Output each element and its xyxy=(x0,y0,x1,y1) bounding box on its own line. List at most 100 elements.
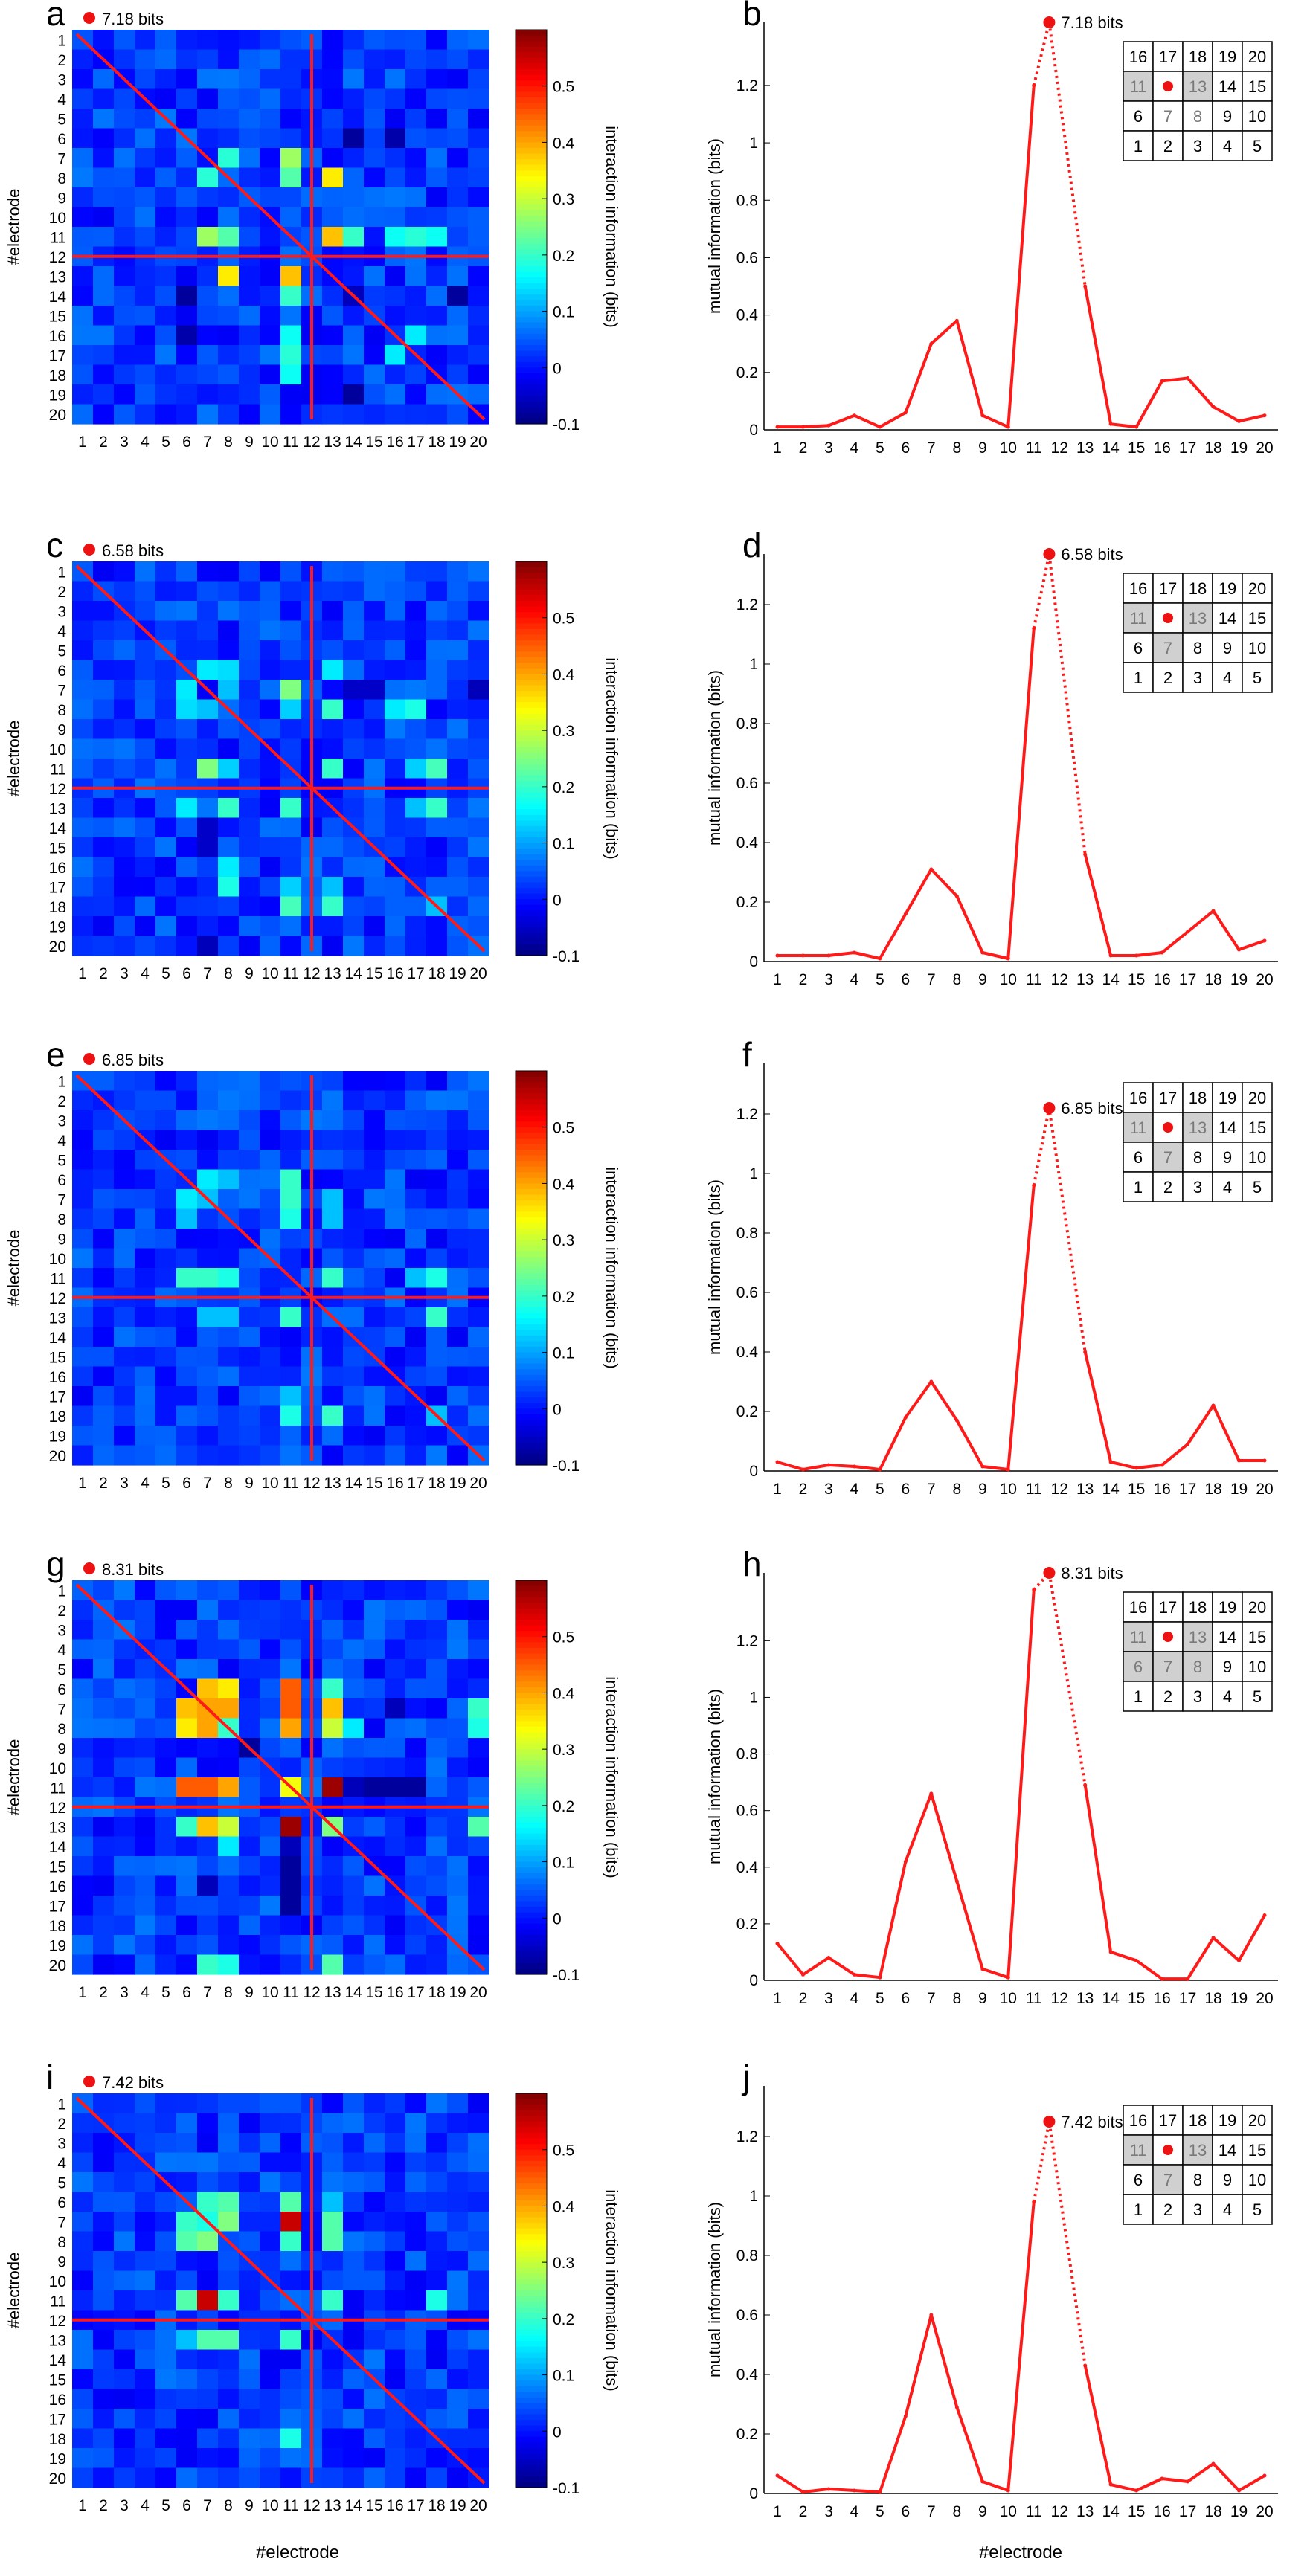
heatmap-cell xyxy=(176,325,198,346)
heatmap-cell xyxy=(135,404,156,425)
colorbar-segment xyxy=(516,1839,547,1846)
heatmap-cell xyxy=(176,2409,198,2430)
heatmap-cell xyxy=(447,1678,469,1699)
grid-cell-label: 2 xyxy=(1163,669,1172,687)
heatmap-cell xyxy=(176,1268,198,1289)
heatmap-cell xyxy=(364,1659,385,1680)
heatmap-cell xyxy=(468,601,489,622)
heatmap-cell xyxy=(93,128,115,149)
heatmap-cell xyxy=(218,69,240,90)
mi-series-line xyxy=(1083,854,1265,957)
heatmap-cell xyxy=(239,1445,260,1466)
colorbar-segment xyxy=(516,2470,547,2477)
diagonal-line xyxy=(75,33,486,421)
heatmap-cell xyxy=(155,325,177,346)
colorbar-segment xyxy=(516,86,547,92)
heatmap-cell xyxy=(364,1071,385,1092)
grid-cell-label: 8 xyxy=(1193,2171,1202,2189)
colorbar-segment xyxy=(516,1710,547,1716)
mi-data-point xyxy=(826,423,831,428)
heatmap-cell xyxy=(176,286,198,306)
x-tick-label: 16 xyxy=(1153,971,1170,988)
colorbar-segment xyxy=(516,306,547,312)
colorbar-segment xyxy=(516,1580,547,1587)
grid-cell-label: 5 xyxy=(1253,669,1262,687)
colorbar-segment xyxy=(516,379,547,385)
grid-cell-label: 18 xyxy=(1189,48,1207,66)
heatmap-ylabel: #electrode xyxy=(4,189,23,265)
heatmap-cell xyxy=(218,581,240,602)
heatmap-cell xyxy=(322,936,344,956)
colorbar-segment xyxy=(516,418,547,425)
heatmap-cell xyxy=(135,266,156,287)
heatmap-cell xyxy=(447,738,469,759)
heatmap-cell xyxy=(93,1169,115,1190)
heatmap-cell xyxy=(405,1639,427,1660)
heatmap-cell xyxy=(218,1580,240,1601)
heatmap-cell xyxy=(343,581,365,602)
heatmap-cell xyxy=(260,640,281,661)
heatmap-cell xyxy=(280,561,302,582)
heatmap-cell xyxy=(447,1347,469,1368)
heatmap-cell xyxy=(260,1935,281,1956)
y-tick-label: 14 xyxy=(49,1839,67,1856)
heatmap-cell xyxy=(280,207,302,228)
heatmap-cell xyxy=(114,2467,135,2488)
heatmap-cell xyxy=(447,2330,469,2351)
grid-cell-label: 4 xyxy=(1223,1178,1232,1197)
heatmap-cell xyxy=(405,1915,427,1936)
grid-cell-label: 17 xyxy=(1159,1089,1177,1107)
heatmap-cell xyxy=(260,916,281,937)
colorbar-segment xyxy=(516,674,547,680)
heatmap-cell xyxy=(114,128,135,149)
heatmap-cell xyxy=(385,286,406,306)
heatmap-cell xyxy=(218,1445,240,1466)
heatmap-cell xyxy=(114,1580,135,1601)
heatmap-cell xyxy=(197,109,219,129)
heatmap-cell xyxy=(239,738,260,759)
y-tick-label: 1 xyxy=(57,2096,66,2113)
heatmap-cell xyxy=(280,1659,302,1680)
heatmap-cell xyxy=(280,2349,302,2370)
heatmap-cell xyxy=(260,699,281,720)
mi-data-point xyxy=(800,425,805,429)
colorbar-segment xyxy=(516,164,547,171)
heatmap-ylabel: #electrode xyxy=(4,1739,23,1816)
heatmap-cell xyxy=(447,1405,469,1426)
heatmap-cell xyxy=(385,738,406,759)
total-bits-label: 7.18 bits xyxy=(102,10,164,28)
heatmap-cell xyxy=(197,581,219,602)
heatmap-cell xyxy=(197,620,219,641)
heatmap-cell xyxy=(405,1738,427,1759)
mi-data-point xyxy=(1186,2479,1190,2484)
colorbar-label: interaction information (bits) xyxy=(603,657,621,859)
colorbar-segment xyxy=(516,103,547,109)
heatmap-cell xyxy=(426,1954,448,1975)
y-tick-label: 19 xyxy=(49,2450,66,2467)
grid-cell xyxy=(1123,632,1154,663)
heatmap-cell xyxy=(155,1639,177,1660)
heatmap-cell xyxy=(114,1817,135,1838)
heatmap-cell xyxy=(72,640,94,661)
heatmap-cell xyxy=(93,1248,115,1269)
x-tick-label: 18 xyxy=(428,434,445,451)
heatmap-cell xyxy=(385,601,406,622)
heatmap-cell xyxy=(135,1718,156,1739)
heatmap-cell xyxy=(176,1856,198,1877)
heatmap-cell xyxy=(155,148,177,169)
y-tick-label: 16 xyxy=(49,1878,66,1896)
colorbar-segment xyxy=(516,1946,547,1953)
heatmap-cell xyxy=(280,306,302,326)
heatmap-cell xyxy=(322,2212,344,2232)
heatmap-cell xyxy=(322,561,344,582)
colorbar-tick-label: 0 xyxy=(553,892,562,909)
mi-panel-j: j00.20.40.60.811.21 2 3 4 5 6 7 8 9 10 11 12 13 14 15 1… xyxy=(705,2058,1278,2520)
x-tick-label: 18 xyxy=(1204,1481,1221,1498)
heatmap-cell xyxy=(364,1366,385,1387)
heatmap-cell xyxy=(322,1268,344,1289)
mi-data-point xyxy=(1211,1403,1216,1408)
heatmap-cell xyxy=(468,1426,489,1446)
heatmap-cell xyxy=(239,325,260,346)
x-tick-label: 14 xyxy=(344,434,362,451)
